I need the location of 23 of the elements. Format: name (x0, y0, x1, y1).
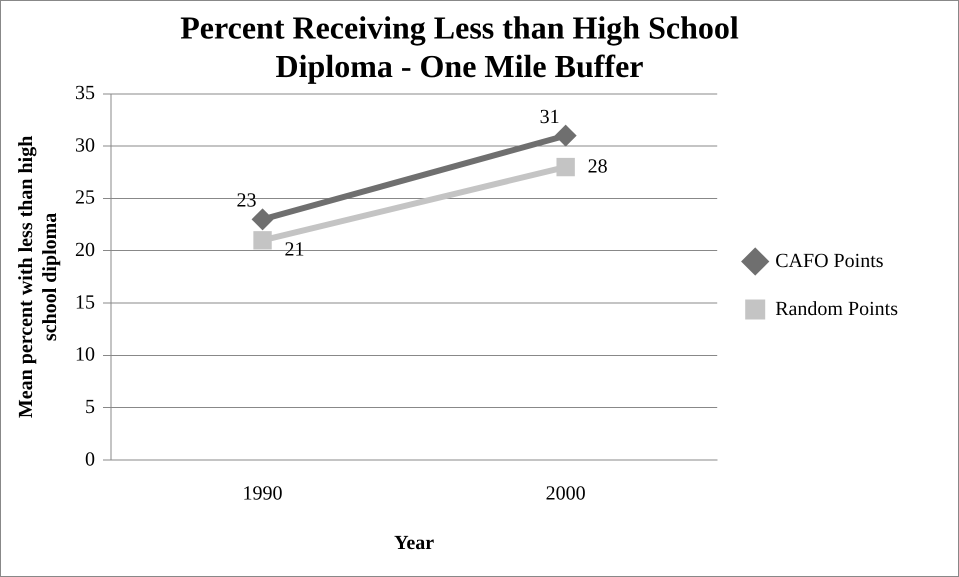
data-label: 28 (588, 155, 608, 178)
y-axis-title: Mean percent with less than high school diploma (15, 136, 62, 418)
point (253, 231, 272, 250)
x-axis-title: Year (394, 532, 434, 554)
point (556, 158, 575, 176)
data-label: 31 (540, 106, 560, 128)
point (252, 208, 274, 230)
chart-title: Percent Receiving Less than High School Diploma - One Mile Buffer (180, 9, 739, 84)
legend-label: CAFO Points (775, 250, 884, 272)
y-tick-label: 35 (75, 82, 95, 104)
legend-label: Random Points (775, 298, 898, 320)
point (554, 124, 577, 147)
x-tick-label: 1990 (242, 482, 283, 504)
y-tick-label: 0 (85, 448, 95, 470)
data-label: 23 (236, 190, 257, 212)
y-tick-label: 30 (75, 134, 95, 156)
y-tick-label: 10 (75, 344, 95, 366)
data-label: 21 (284, 238, 305, 261)
x-tick-label: 2000 (546, 482, 586, 504)
y-tick-label: 15 (75, 291, 95, 314)
y-tick-label: 20 (75, 238, 95, 261)
y-tick-label: 25 (75, 186, 95, 209)
y-tick-label: 5 (85, 396, 95, 418)
